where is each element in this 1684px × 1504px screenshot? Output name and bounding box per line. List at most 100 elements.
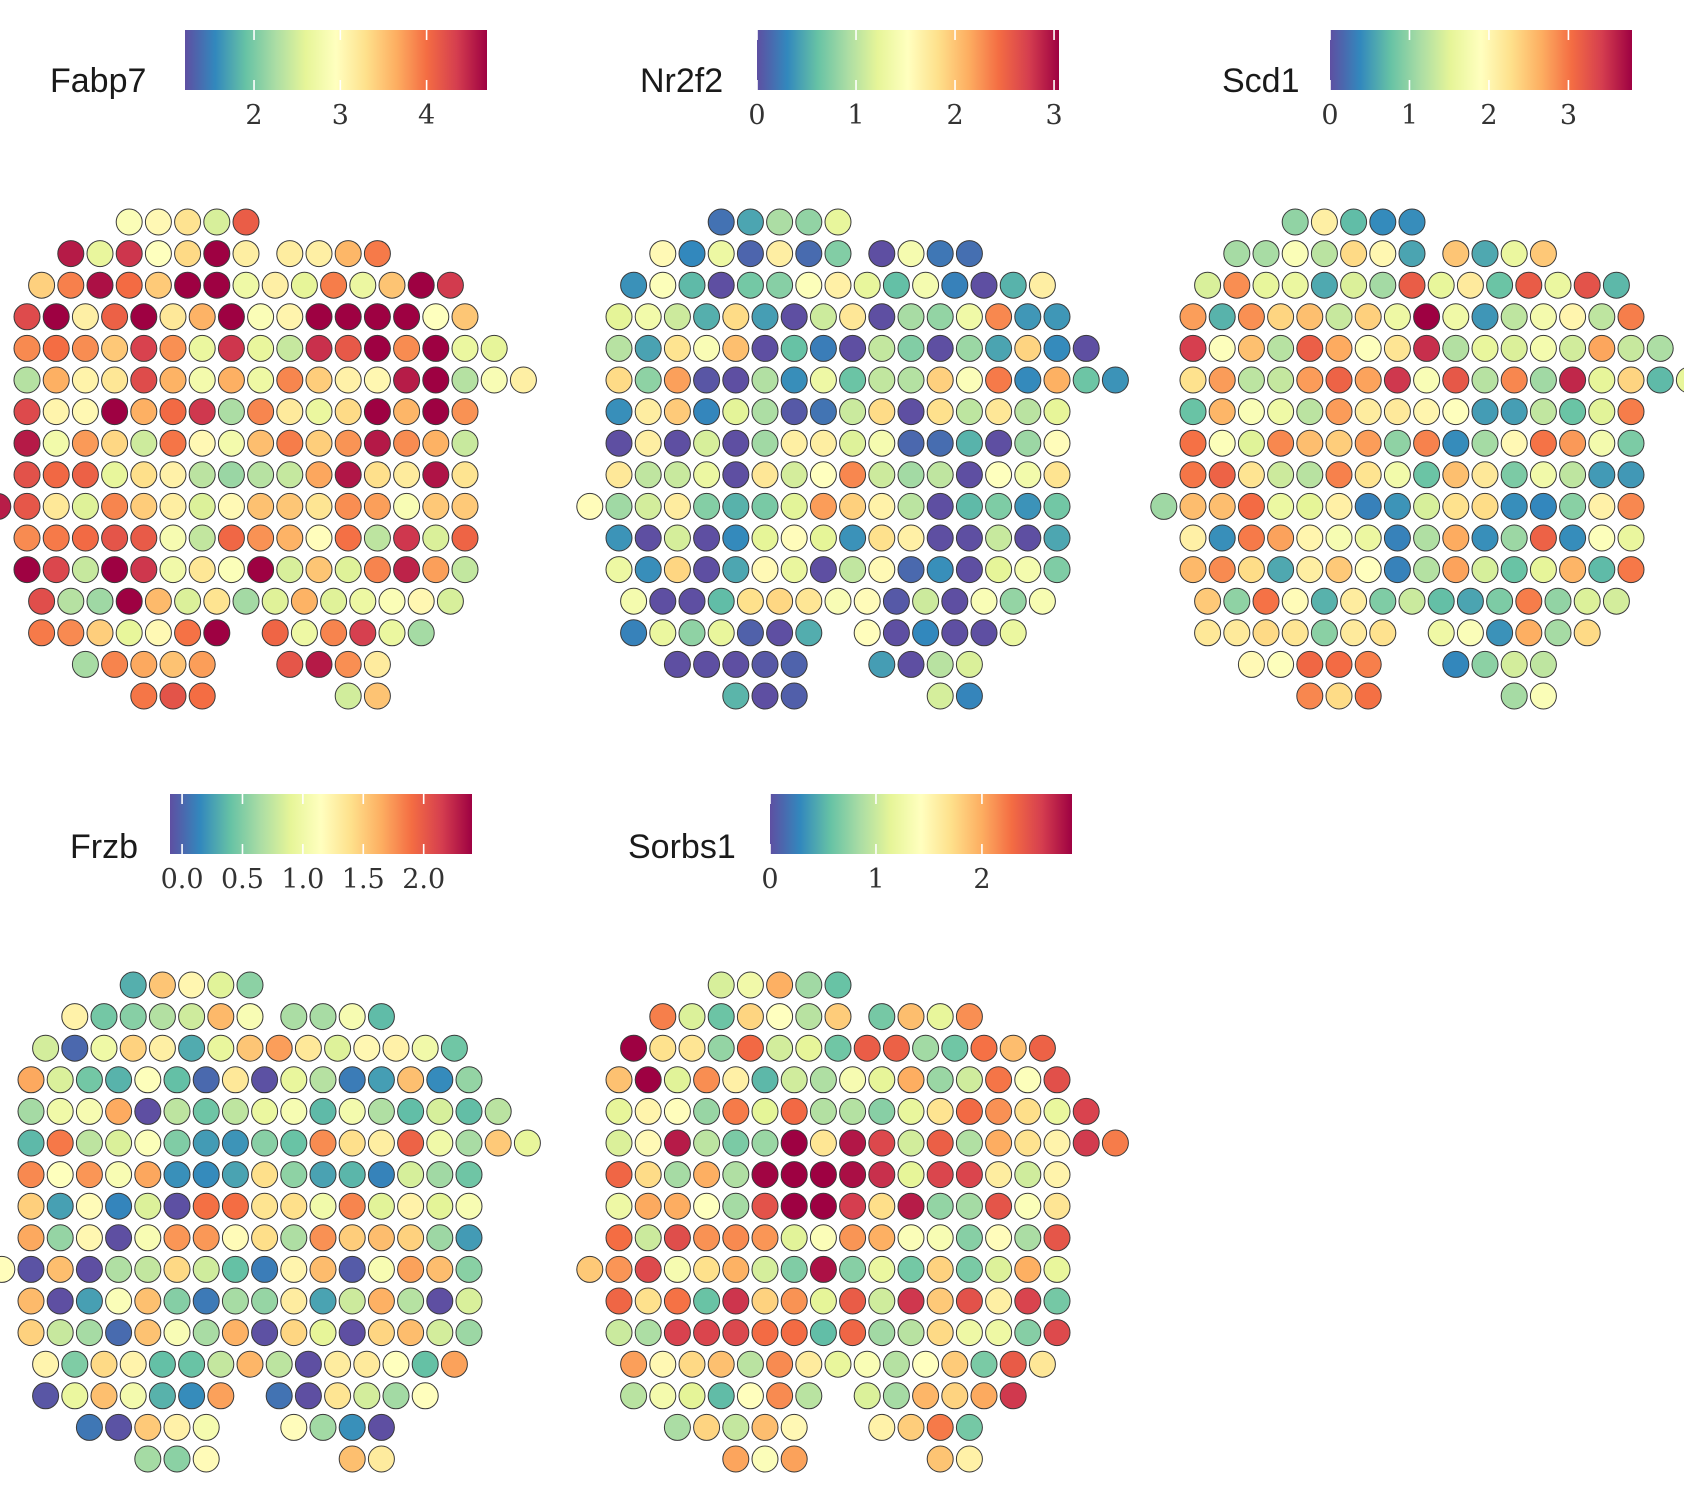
expression-spot — [163, 1129, 191, 1157]
colorbar: 0 1 2 3 — [748, 30, 1063, 131]
expression-spot — [334, 429, 362, 457]
expression-spot — [736, 208, 764, 236]
expression-spot — [426, 1224, 454, 1252]
expression-spot — [1208, 334, 1236, 362]
expression-spot — [1179, 524, 1207, 552]
expression-spot — [576, 492, 604, 520]
expression-spot — [795, 587, 823, 615]
expression-spot — [188, 429, 216, 457]
expression-spot — [663, 1413, 691, 1441]
expression-spot — [397, 1161, 425, 1189]
expression-spot — [422, 524, 450, 552]
expression-spot — [105, 1097, 133, 1125]
expression-spot — [868, 1097, 896, 1125]
expression-spot — [309, 1097, 337, 1125]
expression-spot — [766, 1034, 794, 1062]
expression-spot — [163, 1161, 191, 1189]
expression-spot — [693, 650, 721, 678]
expression-spot — [217, 461, 245, 489]
expression-spot — [280, 1287, 308, 1315]
expression-spot — [1237, 461, 1265, 489]
expression-spot — [1043, 1097, 1071, 1125]
expression-spot — [393, 556, 421, 584]
expression-spot — [1296, 556, 1324, 584]
expression-spot — [1588, 303, 1616, 331]
expression-spot — [955, 1003, 983, 1031]
expression-spot — [839, 334, 867, 362]
expression-spot — [999, 587, 1027, 615]
expression-spot — [912, 619, 940, 647]
expression-spot — [349, 619, 377, 647]
expression-spot — [970, 271, 998, 299]
expression-spot — [159, 334, 187, 362]
expression-spot — [985, 1161, 1013, 1189]
expression-spot — [985, 524, 1013, 552]
expression-spot — [105, 1319, 133, 1347]
expression-spot — [926, 1287, 954, 1315]
expression-spot — [693, 398, 721, 426]
expression-spot — [334, 682, 362, 710]
expression-spot — [1383, 366, 1411, 394]
expression-spot — [265, 1382, 293, 1410]
expression-spot — [751, 682, 779, 710]
expression-spot — [620, 587, 648, 615]
expression-spot — [1559, 524, 1587, 552]
expression-spot — [751, 1255, 779, 1283]
expression-spot — [693, 1192, 721, 1220]
expression-spot — [649, 271, 677, 299]
expression-spot — [101, 334, 129, 362]
expression-spot — [1383, 334, 1411, 362]
expression-spot — [1179, 461, 1207, 489]
expression-spot — [722, 303, 750, 331]
expression-spot — [605, 303, 633, 331]
expression-spot — [1043, 1224, 1071, 1252]
expression-spot — [663, 1161, 691, 1189]
expression-spot — [707, 271, 735, 299]
expression-spot — [1369, 587, 1397, 615]
expression-spot — [780, 1066, 808, 1094]
expression-spot — [1208, 398, 1236, 426]
expression-spot — [280, 1097, 308, 1125]
expression-spot — [663, 1287, 691, 1315]
expression-spot — [605, 1287, 633, 1315]
expression-spot — [1014, 398, 1042, 426]
expression-spot — [1500, 650, 1528, 678]
expression-spot — [693, 1319, 721, 1347]
expression-spot — [236, 1034, 264, 1062]
expression-spot — [605, 366, 633, 394]
expression-spot — [985, 1224, 1013, 1252]
expression-spot — [367, 1287, 395, 1315]
expression-spot — [897, 1066, 925, 1094]
expression-spot — [1072, 1129, 1100, 1157]
expression-spot — [42, 524, 70, 552]
expression-spot — [334, 240, 362, 268]
expression-spot — [751, 334, 779, 362]
expression-spot — [766, 619, 794, 647]
expression-spot — [159, 492, 187, 520]
expression-spot — [1043, 1319, 1071, 1347]
expression-spot — [280, 1003, 308, 1031]
expression-spot — [868, 1066, 896, 1094]
expression-spot — [868, 1161, 896, 1189]
expression-spot — [1296, 492, 1324, 520]
expression-spot — [1471, 303, 1499, 331]
expression-spot — [455, 1066, 483, 1094]
expression-spot — [1223, 271, 1251, 299]
expression-spot — [13, 492, 41, 520]
expression-spot — [426, 1066, 454, 1094]
expression-spot — [1340, 240, 1368, 268]
expression-spot — [1588, 429, 1616, 457]
expression-spot — [130, 366, 158, 394]
expression-spot — [795, 208, 823, 236]
expression-spot — [1014, 429, 1042, 457]
expression-spot — [294, 1350, 322, 1378]
expression-spot — [912, 1034, 940, 1062]
colorbar-gradient — [770, 794, 1072, 854]
expression-spot — [1281, 619, 1309, 647]
expression-spot — [634, 366, 662, 394]
expression-spot — [751, 398, 779, 426]
expression-spot — [1014, 1192, 1042, 1220]
expression-spot — [378, 271, 406, 299]
expression-spot — [634, 1319, 662, 1347]
expression-spot — [207, 1382, 235, 1410]
